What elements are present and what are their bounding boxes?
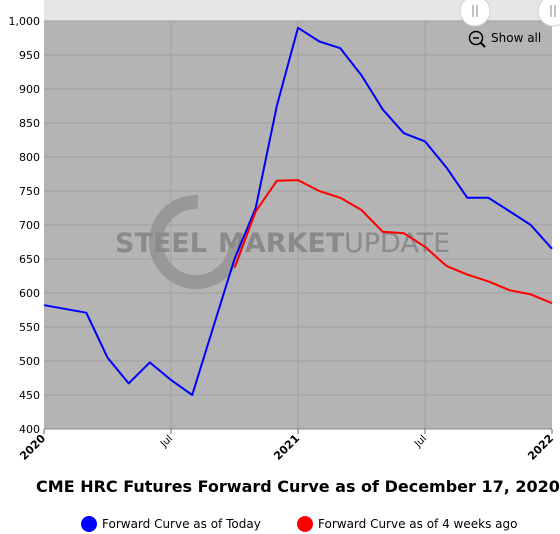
legend-label: Forward Curve as of 4 weeks ago [318, 517, 517, 531]
series-line-4-weeks-ago [233, 179, 553, 305]
navigator-left-handle-knob[interactable] [459, 0, 491, 27]
y-tick-label: 400 [19, 423, 40, 436]
legend-marker [81, 516, 97, 532]
x-tick-label: 2022 [525, 432, 556, 463]
y-tick-label: 500 [19, 355, 40, 368]
legend-marker [297, 516, 313, 532]
navigator-strip[interactable] [44, 0, 556, 21]
x-tick-label: Jul [158, 433, 175, 450]
watermark: STEEL MARKET UPDATE [115, 195, 450, 289]
y-tick-label: 750 [19, 185, 40, 198]
show-all-button[interactable]: Show all [468, 30, 542, 48]
series-lines [43, 26, 553, 396]
watermark-word-steel: STEEL [115, 228, 207, 259]
y-tick-label: 900 [19, 83, 40, 96]
x-axis: 2020 Jul 2021 Jul 2022 [17, 432, 556, 463]
navigator-left-handle[interactable] [459, 0, 491, 27]
x-tick-label: Jul [412, 433, 429, 450]
chart-title: CME HRC Futures Forward Curve as of Dece… [36, 477, 560, 496]
y-tick-label: 550 [19, 321, 40, 334]
zoom-out-icon-handle [480, 42, 486, 48]
y-tick-label: 950 [19, 49, 40, 62]
legend: Forward Curve as of Today Forward Curve a… [81, 516, 517, 532]
y-tick-label: 650 [19, 253, 40, 266]
y-axis: 400 450 500 550 600 650 700 750 800 850 900 950 1,00… [9, 15, 41, 436]
x-tick-label: 2020 [17, 432, 48, 463]
navigator-right-handle[interactable] [537, 0, 560, 27]
watermark-logo-ring [149, 195, 243, 289]
show-all-label[interactable]: Show all [491, 31, 541, 45]
y-tick-label: 1,000 [9, 15, 41, 28]
zoom-out-icon [468, 30, 484, 46]
x-tick-label: 2021 [271, 432, 302, 463]
y-tick-label: 450 [19, 389, 40, 402]
y-tick-label: 700 [19, 219, 40, 232]
y-tick-label: 800 [19, 151, 40, 164]
legend-label: Forward Curve as of Today [102, 517, 261, 531]
y-tick-label: 850 [19, 117, 40, 130]
y-tick-label: 600 [19, 287, 40, 300]
series-line-today [43, 26, 553, 396]
